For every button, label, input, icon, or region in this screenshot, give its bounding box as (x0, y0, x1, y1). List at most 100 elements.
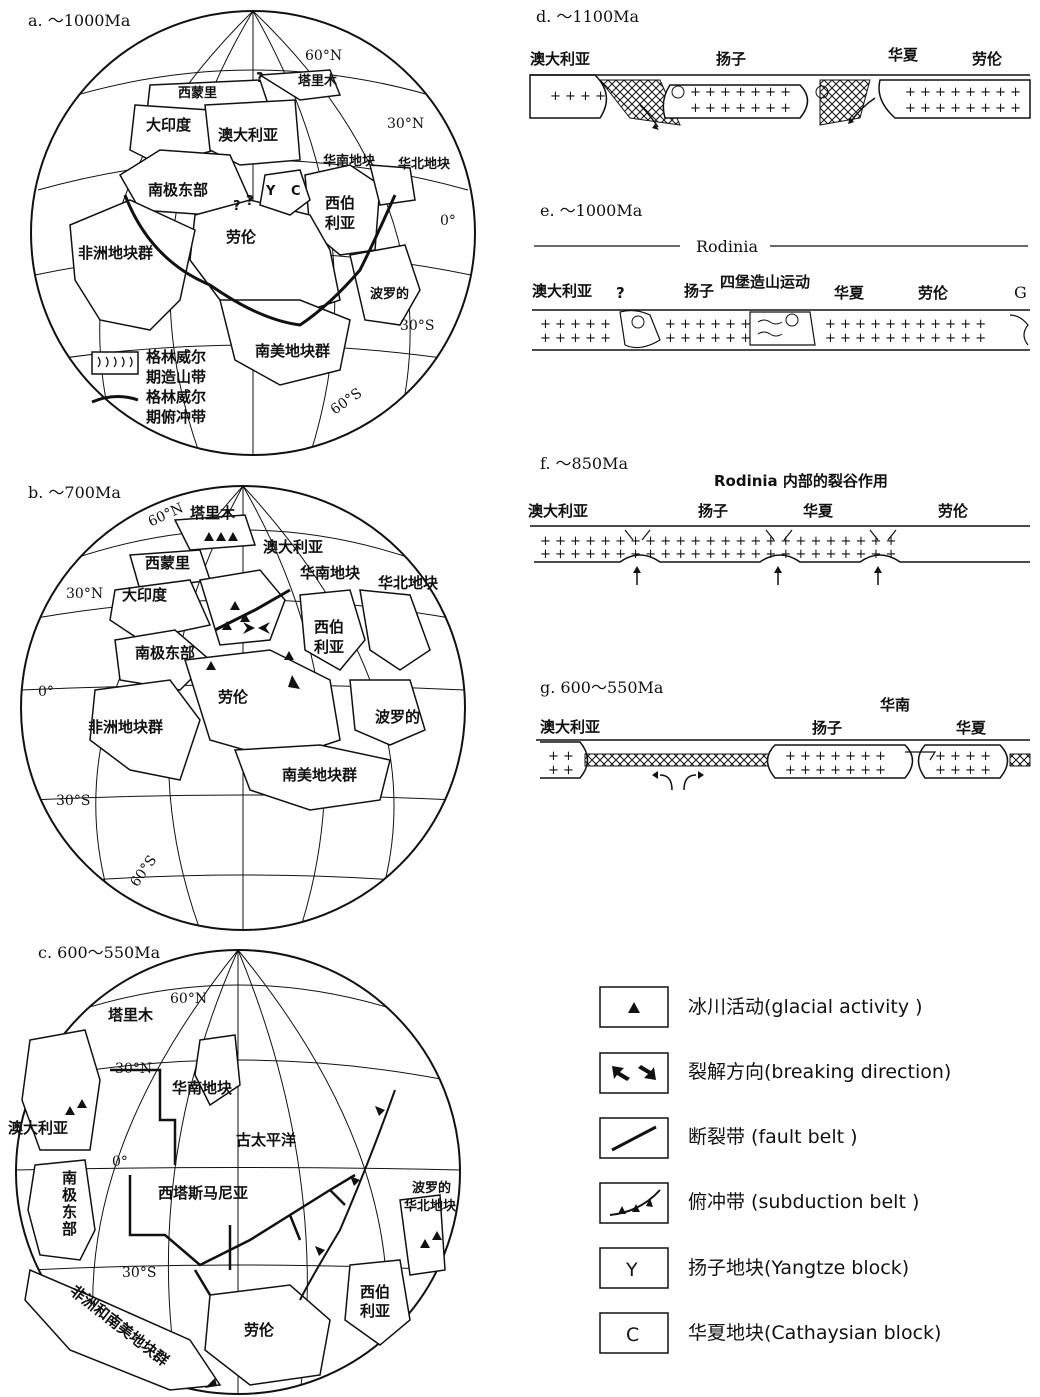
label-xiboliya2-b: 利亚 (314, 638, 344, 656)
label-laolun-c: 劳伦 (244, 1321, 275, 1339)
ocean-crust-d2 (819, 79, 871, 126)
svg-text:+ + + +: + + + + (935, 763, 991, 778)
legend-yangtze-symbol: Y (625, 1259, 638, 1281)
feizhou-block-b (89, 679, 201, 781)
talimu-block-b (173, 514, 257, 551)
fault-icon (611, 1125, 657, 1152)
label-dayindu-a: 大印度 (146, 116, 192, 134)
nanmei-block-b (233, 744, 391, 811)
legend-thrust-1: 格林威尔 (146, 388, 206, 406)
huaxia-block-d (878, 79, 1031, 119)
laolun-block-b (184, 649, 341, 761)
feinan-block-c (24, 1268, 222, 1391)
glacial-icon (628, 1002, 640, 1013)
legend-breaking: 裂解方向(breaking direction) (688, 1061, 951, 1083)
huabei-block-b (359, 589, 431, 671)
label-y-a: Y (265, 184, 276, 199)
lat-a-eq: 0° (440, 213, 456, 229)
globe-a-legend: 格林威尔 期造山带 格林威尔 期俯冲带 (91, 348, 206, 426)
section-e: e. ～1000Ma Rodinia 澳大利亚 ? 扬子 四堡造山运动 华夏 劳… (532, 201, 1030, 351)
svg-text:+ + + + +: + + + + + (540, 317, 611, 332)
boluode-block-b (349, 679, 426, 746)
breaking-icon-right (638, 1065, 656, 1080)
label-boluode-b: 波罗的 (375, 708, 420, 726)
laolun-block-c (204, 1284, 331, 1386)
label-dayindu-b: 大印度 (122, 586, 168, 604)
yangtze-legend-box (599, 1247, 669, 1289)
subduction-legend-box (599, 1182, 669, 1224)
label-talimu-b: 塔里木 (190, 504, 236, 522)
section-d: d. ～1100Ma 澳大利亚 扬子 华夏 劳伦 + + + + + + + +… (529, 7, 1031, 130)
label-nanji-b: 南极东部 (135, 644, 195, 662)
label-c-a: C (291, 184, 301, 199)
huabei-block-c (399, 1194, 446, 1276)
label-nanji1-c: 南 (62, 1169, 77, 1187)
label-huanan-g: 华南 (880, 696, 910, 714)
legend-orogen-1: 格林威尔 (146, 348, 206, 366)
glacial-markers-b (204, 532, 294, 670)
panel-e-title: e. ～1000Ma (540, 201, 643, 220)
fault-line-b (214, 588, 291, 632)
svg-text:+ + + +: + + + + (935, 749, 991, 764)
section-f: f. ～850Ma Rodinia 内部的裂谷作用 澳大利亚 扬子 华夏 劳伦 … (528, 454, 1030, 585)
label-rodinia-e: Rodinia (696, 237, 758, 256)
svg-text:+ + + + + + +: + + + + + + + (785, 749, 886, 764)
label-xitasi-c: 西塔斯马尼亚 (158, 1184, 248, 1202)
subduction-line-c (299, 1089, 396, 1301)
fault-lines-c (110, 1068, 356, 1296)
panel-b-title: b. ～700Ma (28, 483, 121, 502)
huanan-block-c (194, 1034, 241, 1107)
svg-text:+ + + + + +: + + + + + + (665, 317, 751, 332)
xiboliya-block-c (344, 1259, 411, 1346)
panel-g-title: g. 600～550Ma (540, 678, 664, 697)
label-aodaliya-f: 澳大利亚 (528, 502, 588, 520)
legend-cathaysia: 华夏地块(Cathaysian block) (688, 1322, 941, 1344)
label-aodaliya-a: 澳大利亚 (218, 126, 278, 144)
label-ximengli-a: 西蒙里 (178, 85, 217, 101)
lat-a-30s: 30°S (400, 318, 434, 334)
aodaliya-block-c (21, 1029, 101, 1151)
ocean-crust-d1 (598, 79, 681, 126)
panel-a-title: a. ～1000Ma (28, 11, 131, 30)
glacial-markers-c (65, 1099, 442, 1248)
legend-subduction: 俯冲带 (subduction belt ) (688, 1191, 919, 1213)
svg-text:+ +: + + (548, 749, 574, 764)
label-huanan-a: 华南地块 (323, 153, 376, 169)
breaking-legend-box (599, 1052, 669, 1094)
label-aodaliya-b: 澳大利亚 (263, 538, 323, 556)
nanji-block-c (27, 1159, 96, 1261)
lat-b-eq: 0° (38, 684, 54, 700)
label-yangzi-d: 扬子 (716, 50, 746, 68)
label-huaxia-d: 华夏 (888, 46, 919, 64)
legend-cathaysia-symbol: C (626, 1324, 639, 1346)
lat-a-60n: 60°N (305, 48, 342, 64)
huaxia-block-g (917, 744, 1009, 779)
breaking-arrow-c (205, 1378, 217, 1388)
label-yangzi-e: 扬子 (684, 282, 714, 300)
globe-b: b. ～700Ma (20, 483, 466, 931)
section-g: g. 600～550Ma 华南 澳大利亚 扬子 华夏 + + + + + + +… (536, 678, 1031, 791)
lat-c-60n: 60°N (170, 991, 207, 1007)
globe-a-continents (69, 69, 421, 386)
label-feizhou-b: 非洲地块群 (88, 718, 163, 736)
label-talimu-a: 塔里木 (298, 73, 338, 89)
svg-text:+ + + + + + + + + +: + + + + + + + + + + + + + + + + + + + + … (540, 547, 896, 562)
plus-row-d: + + + + (550, 89, 606, 104)
label-nanji4-c: 部 (62, 1220, 77, 1238)
label-nanmei-a: 南美地块群 (255, 342, 330, 360)
label-xiboliya1-b: 西伯 (314, 618, 344, 636)
label-laolun-f: 劳伦 (938, 502, 969, 520)
legend-glacial: 冰川活动(glacial activity ) (688, 996, 923, 1018)
svg-text:+ + + + + +: + + + + + + (665, 331, 751, 346)
label-xiboliya2-a: 利亚 (325, 214, 355, 232)
lat-c-eq: 0° (112, 1154, 128, 1170)
breaking-arrow-b2 (288, 675, 300, 689)
feizhou-block (69, 199, 196, 331)
label-gutaipingyang-c: 古太平洋 (236, 1131, 296, 1149)
lat-c-30s: 30°S (122, 1265, 156, 1281)
label-huaxia-f: 华夏 (803, 502, 834, 520)
lat-b-60s: 60°S (127, 853, 160, 890)
label-laolun-d: 劳伦 (972, 50, 1003, 68)
label-ximengli-b: 西蒙里 (145, 554, 190, 572)
